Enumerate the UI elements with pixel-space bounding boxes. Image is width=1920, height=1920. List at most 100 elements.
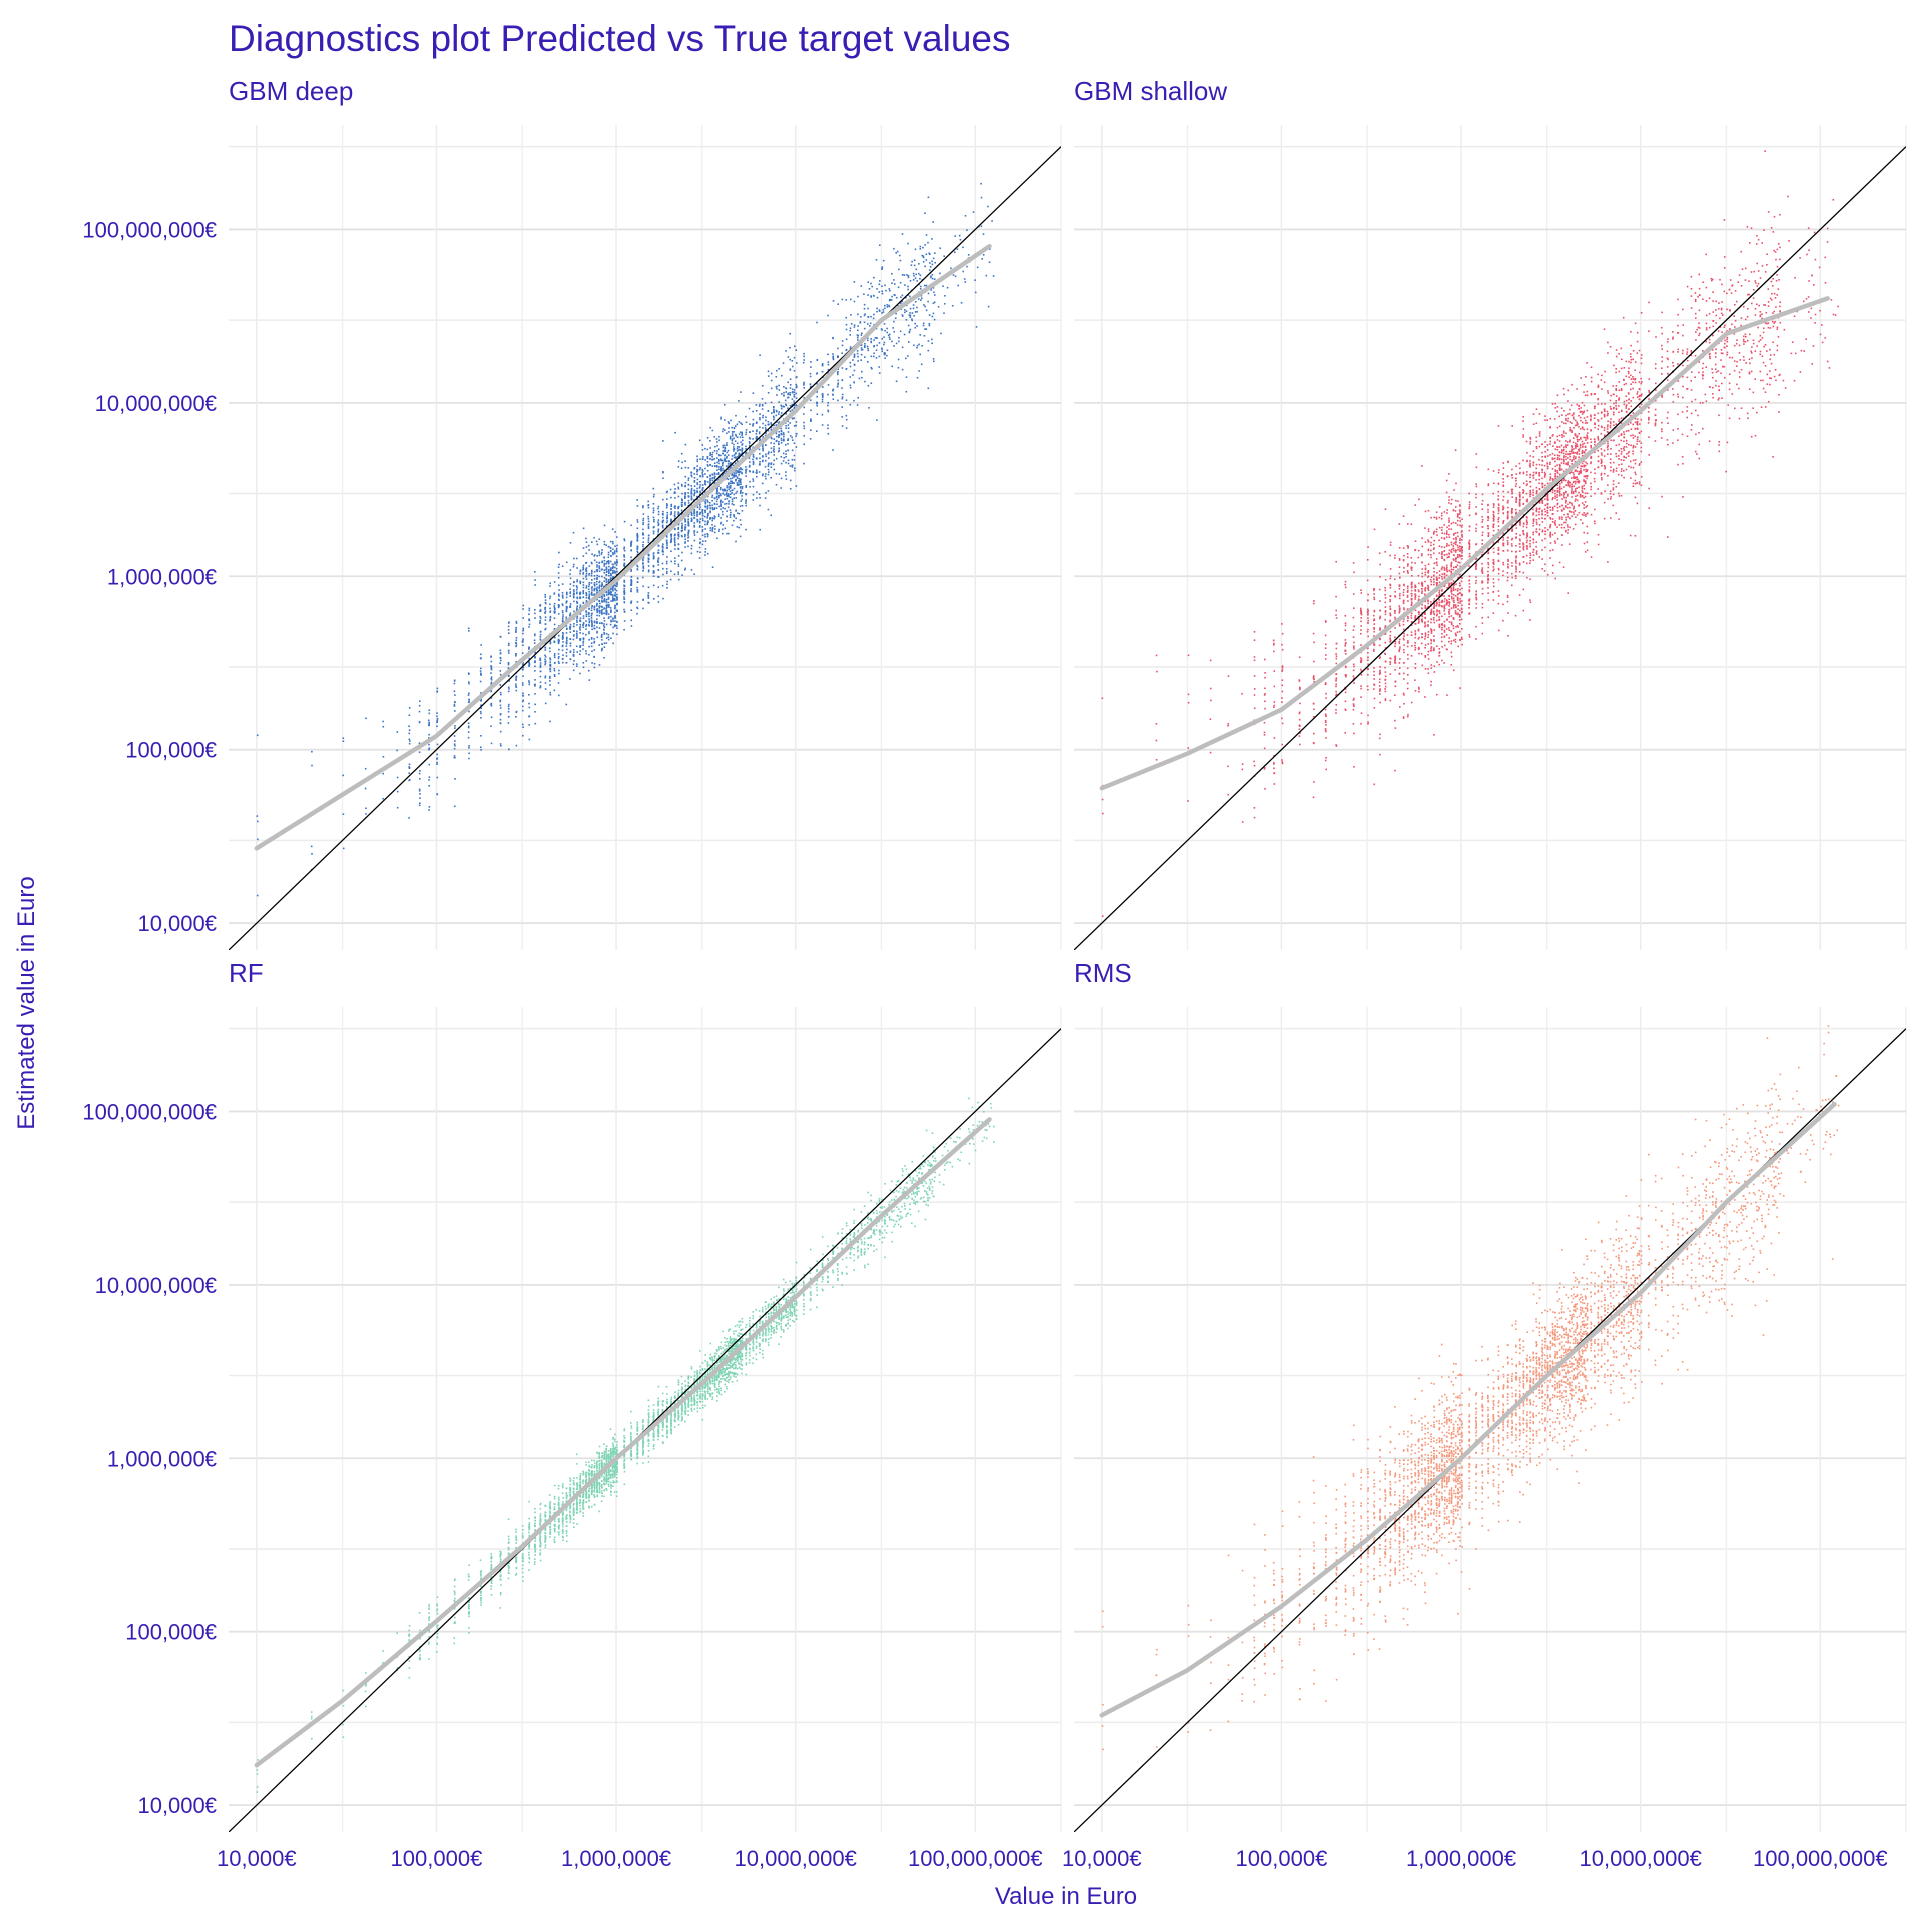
data-point: [736, 484, 739, 486]
data-point: [716, 503, 718, 505]
data-point: [693, 509, 695, 512]
data-point: [573, 634, 575, 636]
data-point: [735, 462, 737, 464]
data-point: [553, 617, 556, 619]
data-point: [716, 450, 718, 452]
data-point: [1187, 701, 1190, 704]
data-point: [522, 608, 524, 610]
data-point: [725, 493, 728, 496]
data-point: [657, 559, 659, 562]
data-point: [924, 305, 926, 308]
data-point: [1367, 614, 1369, 616]
data-point: [573, 610, 575, 613]
data-point: [661, 520, 664, 523]
data-point: [756, 475, 758, 478]
data-point: [939, 272, 941, 275]
data-point: [1424, 568, 1427, 571]
data-point: [499, 684, 501, 686]
data-point: [711, 566, 714, 568]
data-point: [698, 487, 701, 489]
data-point: [467, 736, 470, 739]
data-point: [467, 694, 470, 696]
data-point: [837, 383, 839, 386]
data-point: [717, 473, 720, 476]
data-point: [522, 684, 524, 686]
data-point: [752, 460, 755, 463]
data-point: [881, 266, 884, 268]
data-point: [927, 292, 930, 295]
data-point: [884, 357, 886, 359]
data-point: [515, 644, 518, 646]
data-point: [467, 672, 470, 674]
data-point: [702, 487, 704, 489]
data-point: [680, 452, 683, 455]
data-point: [1389, 619, 1391, 622]
data-point: [636, 589, 638, 592]
data-point: [428, 763, 431, 766]
data-point: [636, 565, 639, 568]
data-point: [1435, 581, 1438, 584]
data-point: [1424, 574, 1427, 576]
data-point: [582, 564, 585, 567]
data-point: [614, 599, 616, 602]
data-point: [1417, 574, 1420, 577]
data-point: [741, 498, 743, 501]
data-point: [832, 357, 835, 360]
data-point: [1421, 604, 1423, 606]
data-point: [911, 260, 913, 263]
data-point: [499, 730, 502, 733]
data-point: [677, 565, 680, 567]
data-point: [1436, 603, 1438, 605]
data-point: [767, 508, 770, 511]
data-point: [1344, 583, 1346, 586]
data-point: [1424, 571, 1427, 574]
data-point: [731, 458, 733, 460]
data-point: [706, 464, 709, 466]
data-point: [557, 682, 560, 684]
data-point: [684, 502, 686, 505]
data-point: [728, 494, 730, 497]
data-point: [755, 404, 758, 406]
data-point: [1367, 599, 1369, 601]
data-point: [687, 518, 689, 520]
data-point: [964, 281, 967, 283]
data-point: [549, 610, 552, 612]
data-point: [428, 721, 430, 724]
data-point: [1273, 701, 1276, 703]
data-point: [728, 503, 730, 505]
data-point: [521, 664, 524, 666]
data-point: [534, 579, 536, 581]
data-point: [816, 359, 819, 361]
data-point: [652, 532, 655, 535]
data-point: [522, 662, 524, 664]
data-point: [871, 367, 873, 370]
data-point: [647, 539, 650, 541]
data-point: [726, 451, 729, 454]
data-point: [771, 437, 773, 440]
data-point: [1410, 634, 1413, 636]
panel-title: GBM deep: [229, 76, 353, 106]
data-point: [775, 409, 778, 412]
data-point: [1430, 554, 1432, 556]
data-point: [684, 524, 687, 526]
data-point: [803, 359, 805, 361]
data-point: [728, 469, 730, 471]
data-point: [722, 450, 724, 452]
data-point: [803, 421, 805, 424]
data-point: [1411, 585, 1413, 588]
data-point: [1394, 591, 1396, 593]
data-point: [849, 376, 852, 378]
data-point: [1344, 580, 1347, 583]
data-point: [1352, 663, 1355, 666]
data-point: [657, 507, 659, 510]
data-point: [596, 580, 598, 583]
data-point: [720, 454, 722, 457]
data-point: [569, 583, 572, 585]
data-point: [1312, 632, 1315, 635]
data-point: [866, 345, 869, 348]
data-point: [787, 459, 790, 462]
data-point: [928, 314, 931, 316]
data-point: [610, 615, 612, 618]
data-point: [693, 510, 696, 513]
data-point: [573, 623, 575, 625]
